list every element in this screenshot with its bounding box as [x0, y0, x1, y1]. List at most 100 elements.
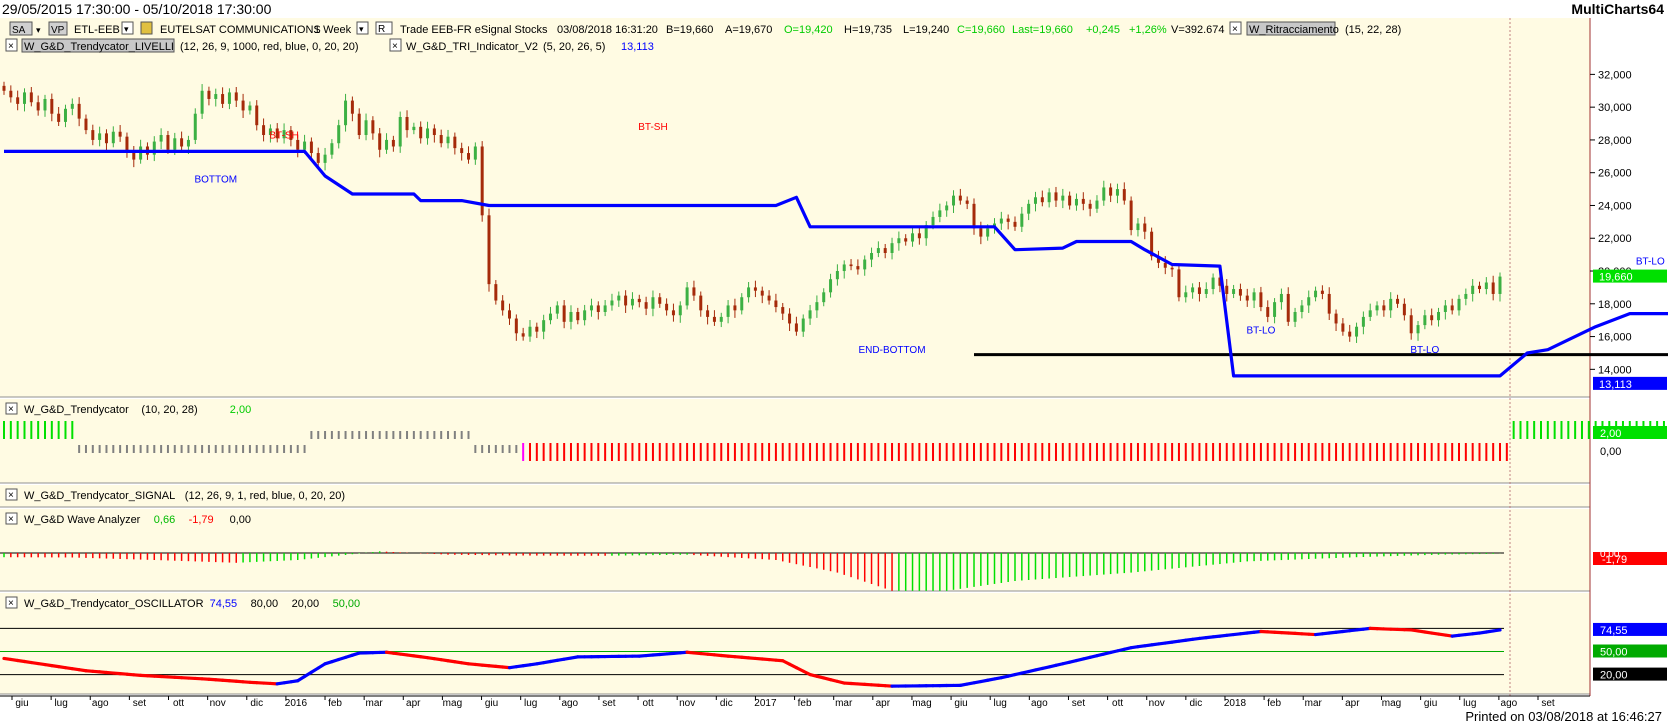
- data-window-button[interactable]: [140, 21, 153, 35]
- vp-button[interactable]: [48, 21, 68, 36]
- interval-dropdown-icon[interactable]: ▾: [359, 24, 364, 34]
- close-pane-button[interactable]: [5, 488, 18, 501]
- candle-body: [1156, 256, 1160, 263]
- candle-body: [214, 94, 218, 99]
- close-icon[interactable]: ×: [1232, 24, 1238, 35]
- candle-body: [1348, 331, 1352, 337]
- close-tri-button[interactable]: [389, 38, 402, 52]
- candle-body: [644, 302, 648, 309]
- ask-value: A=19,670: [725, 24, 772, 36]
- candle-body: [1191, 287, 1195, 293]
- x-tick-label: feb: [798, 698, 812, 708]
- symbol-dropdown-icon[interactable]: ▾: [124, 24, 129, 34]
- candle-body: [494, 284, 498, 301]
- close-value: C=19,660: [957, 24, 1005, 36]
- candle-body: [77, 103, 81, 119]
- candle-body: [931, 216, 935, 226]
- pane-osc-background: [0, 593, 1590, 694]
- tri-label: W_G&D_TRI_Indicator_V2: [406, 41, 538, 53]
- close-pane-button[interactable]: [5, 596, 18, 609]
- x-tick-label: feb: [328, 698, 342, 708]
- livelli-label: W_G&D_Trendycator_LIVELLI: [24, 41, 174, 53]
- symbol-label: ETL-EEB: [74, 24, 120, 36]
- candle-body: [774, 300, 778, 308]
- pane-title: W_G&D_Trendycator_OSCILLATOR: [24, 598, 204, 610]
- candle-body: [911, 233, 915, 242]
- candle-body: [159, 135, 163, 142]
- close-pane-button[interactable]: [5, 512, 18, 525]
- wave-value-box: [1593, 552, 1667, 565]
- close-icon[interactable]: ×: [8, 514, 14, 525]
- candle-body: [1361, 316, 1365, 327]
- candle-body: [1293, 311, 1297, 322]
- candle-body: [446, 136, 450, 144]
- close-ritracciamento-button[interactable]: [1229, 21, 1242, 35]
- candle-body: [1457, 298, 1461, 311]
- candle-body: [630, 298, 634, 306]
- y-tick-label: 14,000: [1598, 364, 1632, 376]
- candle-body: [350, 100, 354, 114]
- candle-body: [255, 105, 259, 126]
- candle-body: [1027, 203, 1031, 214]
- candle-body: [1115, 189, 1119, 196]
- candle-body: [241, 100, 245, 111]
- candle-body: [596, 305, 600, 312]
- pane-trend-background: [0, 399, 1590, 483]
- candle-body: [323, 154, 327, 163]
- candle-body: [747, 287, 751, 298]
- candle-body: [1122, 189, 1126, 201]
- annotation-label: BT-SH: [638, 122, 667, 133]
- candle-body: [1061, 195, 1065, 201]
- date-range: 29/05/2015 17:30:00 - 05/10/2018 17:30:0…: [2, 1, 272, 17]
- candle-body: [364, 120, 368, 136]
- livelli-study-button[interactable]: [21, 38, 175, 53]
- y-tick-label: 32,000: [1598, 69, 1632, 81]
- osc-low-box: [1593, 667, 1667, 681]
- candle-body: [378, 133, 382, 150]
- candle-body: [1252, 292, 1256, 301]
- annotation-label: END-BOTTOM: [859, 345, 926, 356]
- annotation-label: BT-LO: [1246, 325, 1275, 336]
- x-tick-label: apr: [1345, 698, 1360, 708]
- close-icon[interactable]: ×: [8, 490, 14, 501]
- sa-button[interactable]: [9, 21, 33, 36]
- x-tick-label: dic: [250, 698, 263, 708]
- x-tick-label: apr: [876, 698, 891, 708]
- candle-body: [972, 203, 976, 229]
- candle-body: [760, 290, 764, 296]
- trend-value-box: [1593, 426, 1667, 439]
- candle-body: [173, 138, 177, 150]
- candle-body: [1081, 198, 1085, 204]
- close-icon[interactable]: ×: [8, 598, 14, 609]
- candle-body: [917, 233, 921, 239]
- r-button[interactable]: [375, 21, 393, 35]
- candle-body: [835, 271, 839, 280]
- ritracciamento-study-button[interactable]: [1246, 21, 1336, 36]
- close-icon[interactable]: ×: [8, 404, 14, 415]
- sa-label: SA: [12, 25, 26, 36]
- candle-body: [1320, 290, 1324, 294]
- candle-body: [624, 295, 628, 306]
- high-value: H=19,735: [844, 24, 892, 36]
- candle-body: [426, 128, 430, 139]
- candle-body: [227, 92, 231, 104]
- candle-body: [979, 228, 983, 237]
- interval-dropdown[interactable]: [356, 21, 369, 35]
- close-icon[interactable]: ×: [8, 41, 14, 52]
- sa-dropdown-icon[interactable]: ▾: [36, 25, 41, 35]
- candle-body: [842, 264, 846, 272]
- candle-body: [555, 305, 559, 314]
- close-pane-button[interactable]: [5, 402, 18, 415]
- x-tick-label: lug: [994, 698, 1007, 708]
- symbol-dropdown[interactable]: [121, 21, 134, 35]
- close-icon[interactable]: ×: [392, 41, 398, 52]
- candle-body: [139, 146, 143, 160]
- candle-body: [528, 326, 532, 337]
- candle-body: [91, 130, 95, 140]
- osc-mid-label: 50,00: [1600, 647, 1628, 659]
- close-livelli-button[interactable]: [5, 38, 18, 52]
- x-tick-label: giu: [1424, 698, 1437, 708]
- candle-body: [180, 138, 184, 147]
- y-tick-label: 28,000: [1598, 135, 1632, 147]
